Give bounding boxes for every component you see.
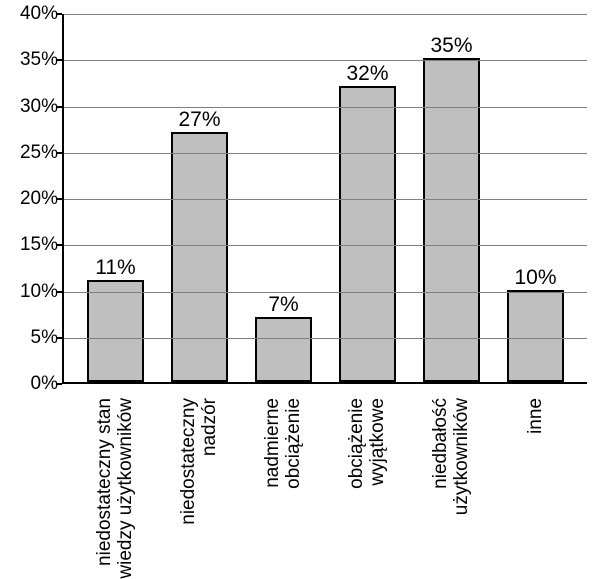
bar-value-label: 10%: [514, 266, 556, 292]
y-tick-label: 30%: [20, 96, 64, 118]
x-tick-label: niedbałośćużytkowników: [431, 392, 473, 515]
y-tick-label: 5%: [31, 327, 64, 349]
y-tick-label: 0%: [31, 373, 64, 395]
y-tick-label: 25%: [20, 142, 64, 164]
bar: 27%: [171, 132, 228, 382]
y-tick-label: 40%: [20, 3, 64, 25]
bar: 7%: [255, 317, 312, 382]
x-tick-label: niedostatecznynadzór: [179, 392, 221, 525]
bar: 10%: [507, 290, 564, 383]
y-tick-label: 35%: [20, 49, 64, 71]
y-tick-label: 15%: [20, 234, 64, 256]
bar-value-label: 7%: [268, 293, 298, 319]
x-tick-label: nadmierneobciążenie: [263, 392, 305, 489]
bar: 35%: [423, 58, 480, 382]
bar: 32%: [339, 86, 396, 382]
bar-value-label: 32%: [346, 62, 388, 88]
x-tick-label: obciążeniewyjątkowe: [347, 392, 389, 489]
bar-value-label: 11%: [95, 256, 135, 282]
plot-area: 11%27%7%32%35%10% 0%5%10%15%20%25%30%35%…: [62, 14, 587, 384]
y-tick-label: 10%: [20, 281, 64, 303]
y-tick-label: 20%: [20, 188, 64, 210]
bar: 11%: [87, 280, 144, 382]
x-tick-label: inne: [525, 392, 547, 434]
bar-value-label: 35%: [430, 34, 472, 60]
x-tick-label: niedostateczny stanwiedzy użytkowników: [95, 392, 137, 579]
bar-value-label: 27%: [178, 108, 220, 134]
chart-canvas: 11% 27% 7% 32% 35% 10% 0% 5% 10% 15% 20% 25% 30% 35%…: [0, 0, 605, 571]
bars-layer: 11% 27% 7% 32% 35% 10%: [64, 14, 587, 382]
